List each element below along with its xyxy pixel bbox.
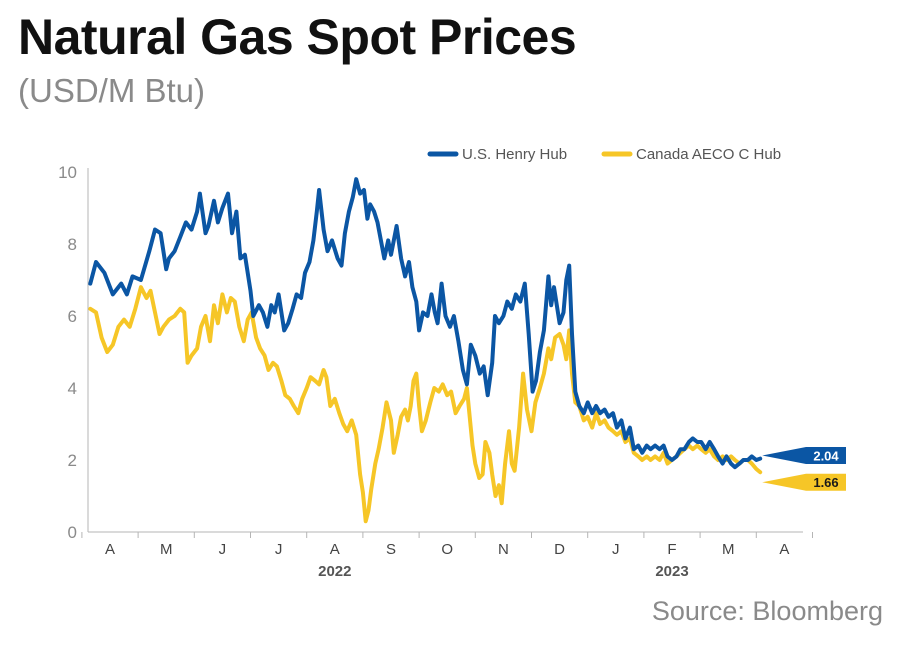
page-title: Natural Gas Spot Prices (18, 9, 577, 65)
y-tick-label: 0 (68, 523, 77, 542)
series-line-u-s-henry-hub (88, 177, 763, 470)
page-subtitle: (USD/M Btu) (18, 72, 206, 109)
x-tick-label: J (275, 541, 283, 558)
x-tick-label: J (612, 541, 620, 558)
x-tick-label: D (554, 541, 565, 558)
y-tick-label: 6 (68, 307, 77, 326)
y-tick-label: 10 (58, 163, 77, 182)
y-tick-label: 4 (68, 379, 77, 398)
y-tick-label: 8 (68, 235, 77, 254)
x-tick-label: M (722, 541, 735, 558)
x-tick-label: N (498, 541, 509, 558)
x-tick-label: S (386, 541, 396, 558)
legend-label: Canada AECO C Hub (636, 146, 781, 163)
year-label: 2022 (318, 563, 351, 580)
x-tick-label: M (160, 541, 173, 558)
x-tick-label: A (105, 541, 115, 558)
source-note: Source: Bloomberg (651, 596, 883, 626)
x-tick-label: F (667, 541, 676, 558)
x-tick-label: A (779, 541, 789, 558)
end-value-tag (762, 447, 846, 465)
year-label: 2023 (655, 563, 688, 580)
end-value-label: 2.04 (813, 449, 839, 464)
x-tick-label: A (330, 541, 340, 558)
y-tick-label: 2 (68, 451, 77, 470)
x-tick-label: O (441, 541, 453, 558)
end-value-label: 1.66 (813, 475, 838, 490)
end-value-tag (762, 473, 846, 491)
legend-label: U.S. Henry Hub (462, 146, 567, 163)
series-line-canada-aeco-c-hub (88, 285, 763, 524)
x-tick-label: J (219, 541, 227, 558)
